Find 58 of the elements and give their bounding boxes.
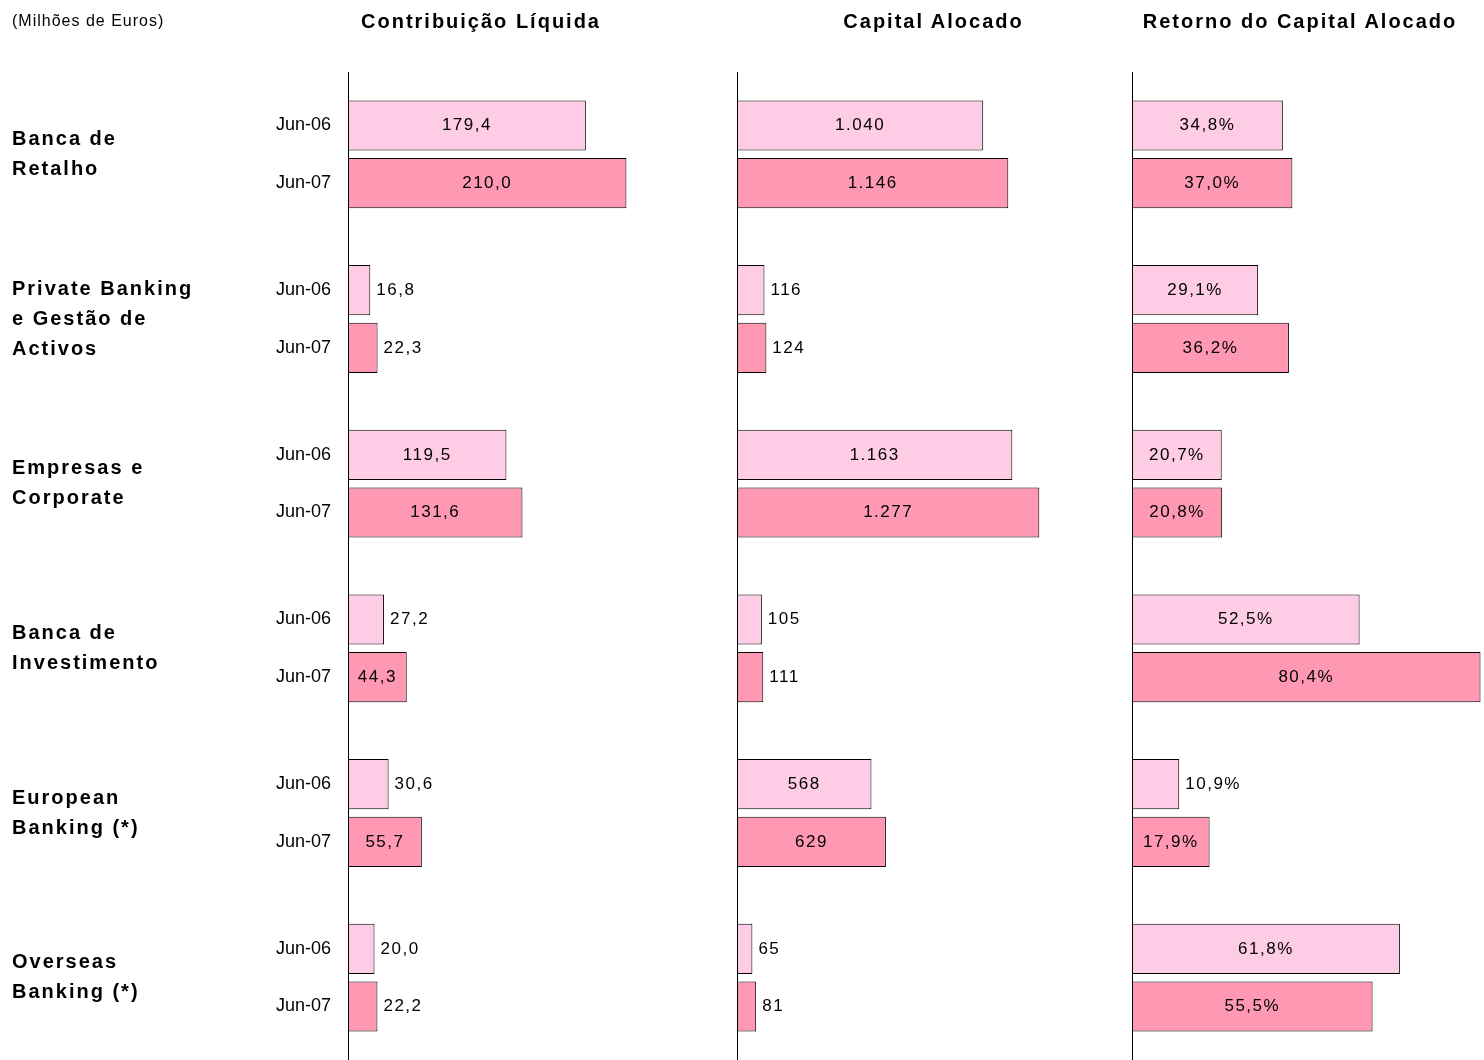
data-label: 1.163 (849, 444, 900, 464)
data-label: 131,6 (410, 502, 461, 522)
data-label: 20,0 (380, 938, 420, 958)
data-label: 116 (770, 279, 803, 299)
data-label: 65 (758, 938, 781, 958)
y-tick-label: Banca de Retalho (12, 126, 117, 179)
data-label: 179,4 (441, 115, 492, 135)
data-label: 36,2% (1182, 337, 1239, 357)
data-label: 30,6 (394, 773, 434, 793)
data-label: 10,9% (1185, 773, 1241, 793)
data-label: 55,7 (365, 831, 405, 851)
data-label: 629 (795, 831, 828, 851)
text: (Milhões de Euros) (12, 12, 165, 30)
data-label: 81 (762, 996, 785, 1016)
chart-title: Retorno do Capital Alocado (1142, 9, 1458, 32)
data-label: 105 (767, 609, 801, 629)
text: Jun-06 (275, 937, 331, 958)
text: Jun-07 (275, 830, 331, 851)
data-label: 568 (787, 773, 821, 793)
data-label: 1.146 (847, 172, 898, 192)
text: Jun-06 (275, 608, 331, 629)
text: Jun-07 (275, 336, 331, 357)
data-label: 119,5 (402, 444, 452, 464)
text: Jun-07 (275, 995, 331, 1016)
data-label: 37,0% (1184, 172, 1241, 192)
data-label: 1.040 (835, 115, 886, 135)
data-label: 124 (772, 337, 806, 357)
series-label: Jun-07 (275, 172, 331, 193)
data-label: 20,8% (1149, 502, 1205, 522)
text: Jun-07 (275, 501, 331, 522)
chart-title: Capital Alocado (843, 9, 1024, 32)
data-label: 61,8% (1238, 938, 1294, 958)
data-label: 111 (769, 666, 800, 686)
data-label: 55,5% (1224, 996, 1281, 1016)
data-label: 27,2 (390, 609, 430, 629)
chart-title: Contribuição Líquida (361, 9, 601, 32)
data-label: 17,9% (1142, 831, 1199, 851)
data-label: 1.277 (863, 502, 914, 522)
series-label: Jun-06 (275, 114, 331, 135)
data-label: 20,7% (1149, 444, 1205, 464)
data-label: 22,3 (383, 337, 423, 357)
y-tick-label: Overseas Banking (*) (12, 950, 140, 1003)
y-tick-label: Private Banking e Gestão de Activos (12, 276, 194, 359)
data-label: 80,4% (1278, 666, 1335, 686)
y-tick-label: Empresas e Corporate (12, 456, 145, 509)
y-tick-label: Banca de Investimento (12, 620, 160, 673)
y-tick-label: European Banking (*) (12, 785, 140, 838)
data-label: 52,5% (1217, 609, 1274, 629)
data-label: 210,0 (462, 172, 513, 192)
data-label: 22,2 (383, 996, 423, 1016)
text: Jun-06 (275, 443, 331, 464)
data-label: 44,3 (357, 666, 397, 686)
text: Jun-06 (275, 773, 331, 794)
text: Jun-06 (275, 279, 331, 300)
data-label: 34,8% (1179, 115, 1236, 135)
data-label: 16,8 (376, 279, 416, 299)
data-label: 29,1% (1167, 279, 1223, 299)
text: Jun-07 (275, 666, 331, 687)
